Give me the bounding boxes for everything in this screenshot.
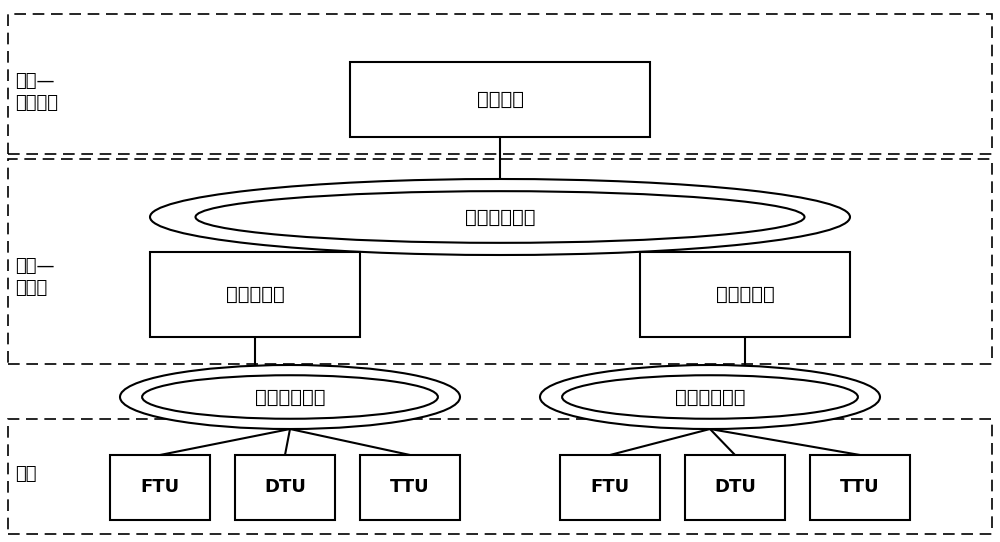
Bar — [810, 455, 910, 520]
Text: 终端: 终端 — [15, 465, 36, 483]
Bar — [640, 252, 850, 337]
Text: 主站—
控制中心: 主站— 控制中心 — [15, 72, 58, 112]
Text: TTU: TTU — [840, 479, 880, 496]
Bar — [110, 455, 210, 520]
Bar — [8, 14, 992, 154]
Bar — [8, 419, 992, 534]
Text: 分支通信网络: 分支通信网络 — [675, 388, 745, 406]
Text: DTU: DTU — [264, 479, 306, 496]
Bar — [350, 62, 650, 137]
Text: DTU: DTU — [714, 479, 756, 496]
Bar — [235, 455, 335, 520]
Text: 主工通信网络: 主工通信网络 — [465, 208, 535, 227]
Text: 配电主站: 配电主站 — [477, 90, 524, 109]
Text: 分支通信网络: 分支通信网络 — [255, 388, 325, 406]
Bar — [8, 159, 992, 364]
Bar — [685, 455, 785, 520]
Ellipse shape — [120, 365, 460, 429]
Ellipse shape — [150, 179, 850, 255]
Bar — [360, 455, 460, 520]
Text: TTU: TTU — [390, 479, 430, 496]
Bar — [150, 252, 360, 337]
Ellipse shape — [540, 365, 880, 429]
Bar — [560, 455, 660, 520]
Text: FTU: FTU — [140, 479, 180, 496]
Text: FTU: FTU — [590, 479, 630, 496]
Text: 通信集中器: 通信集中器 — [716, 285, 774, 304]
Text: 通信集中器: 通信集中器 — [226, 285, 284, 304]
Text: 子站—
变电站: 子站— 变电站 — [15, 257, 54, 297]
